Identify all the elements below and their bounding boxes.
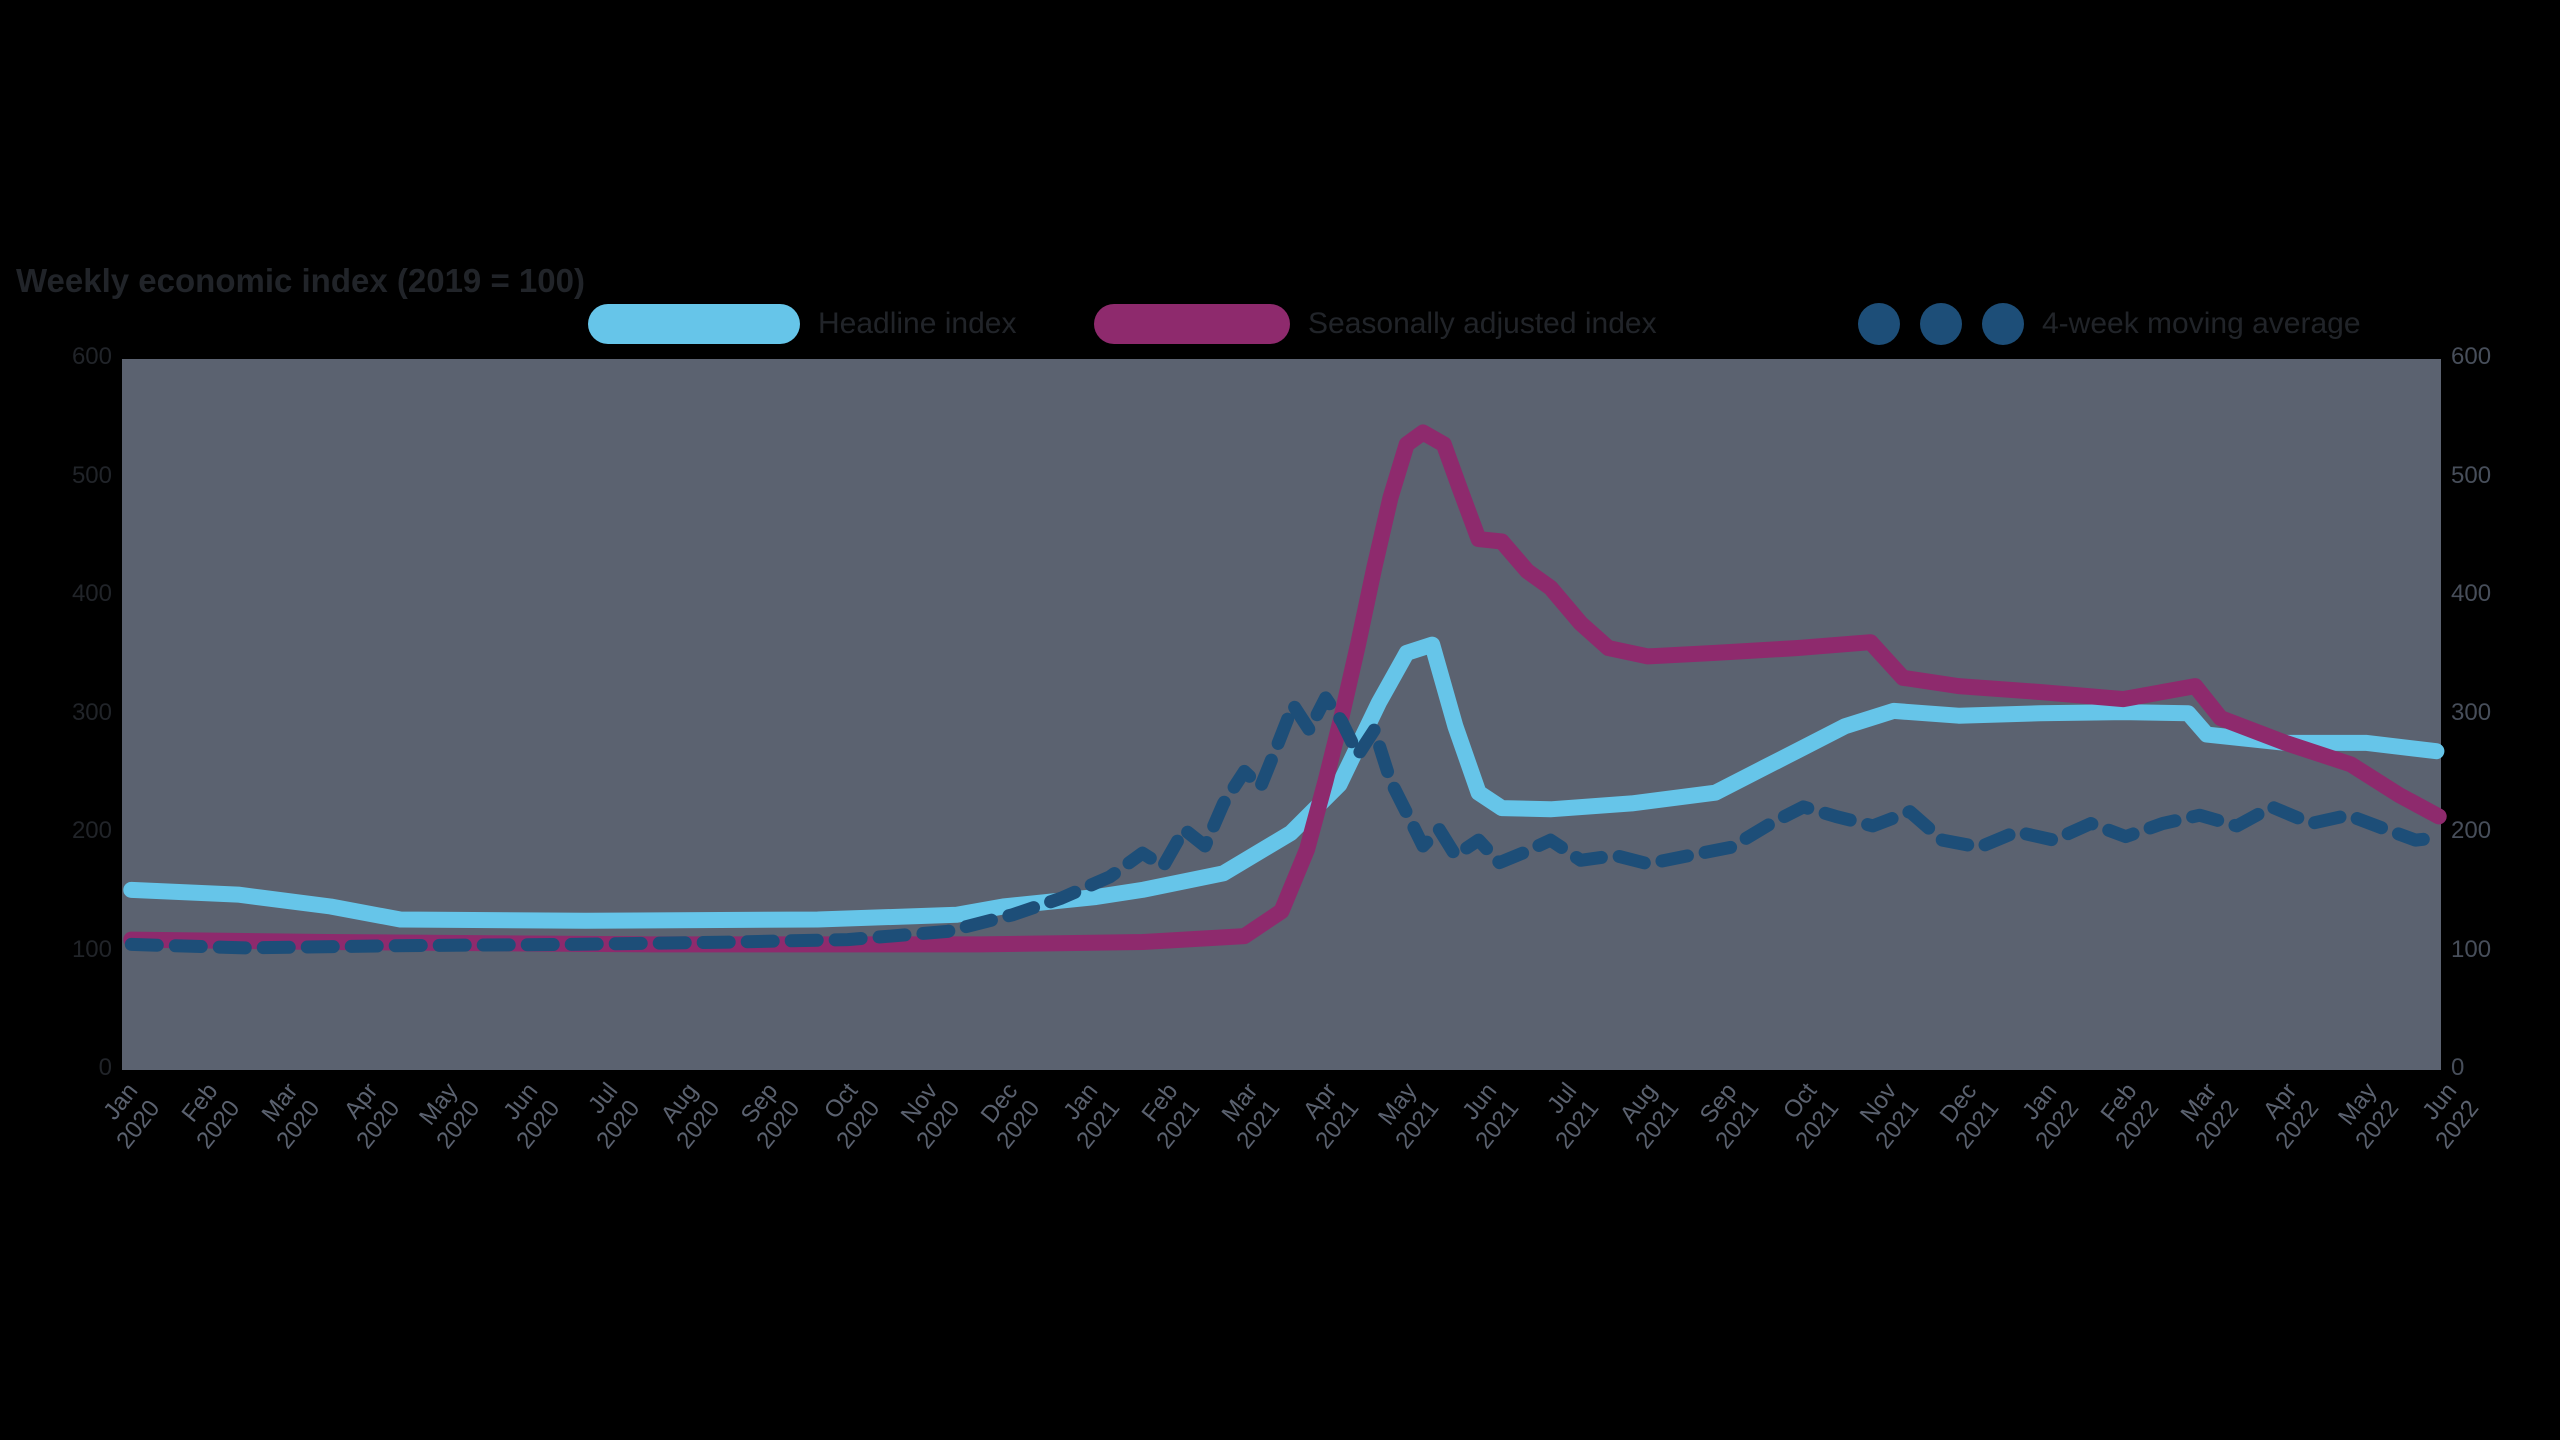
y-tick-label-left: 600 xyxy=(71,343,112,370)
y-tick-label-left: 500 xyxy=(71,461,112,489)
y-tick-label-right: 500 xyxy=(2451,461,2492,489)
y-tick-label-right: 100 xyxy=(2451,935,2492,963)
y-tick-label-right: 400 xyxy=(2451,580,2492,607)
legend-label-2: Seasonally adjusted index xyxy=(1308,307,1657,340)
y-tick-label-right: 600 xyxy=(2451,343,2492,370)
series-line-2 xyxy=(123,424,2447,953)
plot-panel xyxy=(122,359,2447,1070)
legend-label-3: 4-week moving average xyxy=(2042,307,2361,340)
series-line-1 xyxy=(123,636,2445,929)
y-tick-label-right: 200 xyxy=(2451,817,2492,844)
y-tick-label-right: 300 xyxy=(2451,698,2492,726)
y-tick-label-left: 200 xyxy=(71,817,112,844)
y-tick-label-left: 0 xyxy=(98,1054,112,1081)
legend-item-1: Headline index xyxy=(588,300,1016,348)
y-tick-label-left: 100 xyxy=(71,935,112,963)
legend-swatch-dotted-navy xyxy=(1858,303,2024,345)
plot-lines xyxy=(123,424,2447,955)
y-tick-label-left: 300 xyxy=(71,698,112,726)
legend-label-1: Headline index xyxy=(818,307,1017,340)
legend-item-2: Seasonally adjusted index xyxy=(1094,300,1657,348)
y-tick-label-left: 400 xyxy=(71,580,112,607)
legend-item-3: 4-week moving average xyxy=(1858,300,2361,348)
chart-title: Weekly economic index (2019 = 100) xyxy=(16,262,585,299)
legend-swatch-light-blue xyxy=(588,304,800,344)
series-line-3 xyxy=(124,691,2446,955)
y-tick-label-right: 0 xyxy=(2451,1054,2465,1081)
legend-swatch-purple xyxy=(1094,304,1290,344)
